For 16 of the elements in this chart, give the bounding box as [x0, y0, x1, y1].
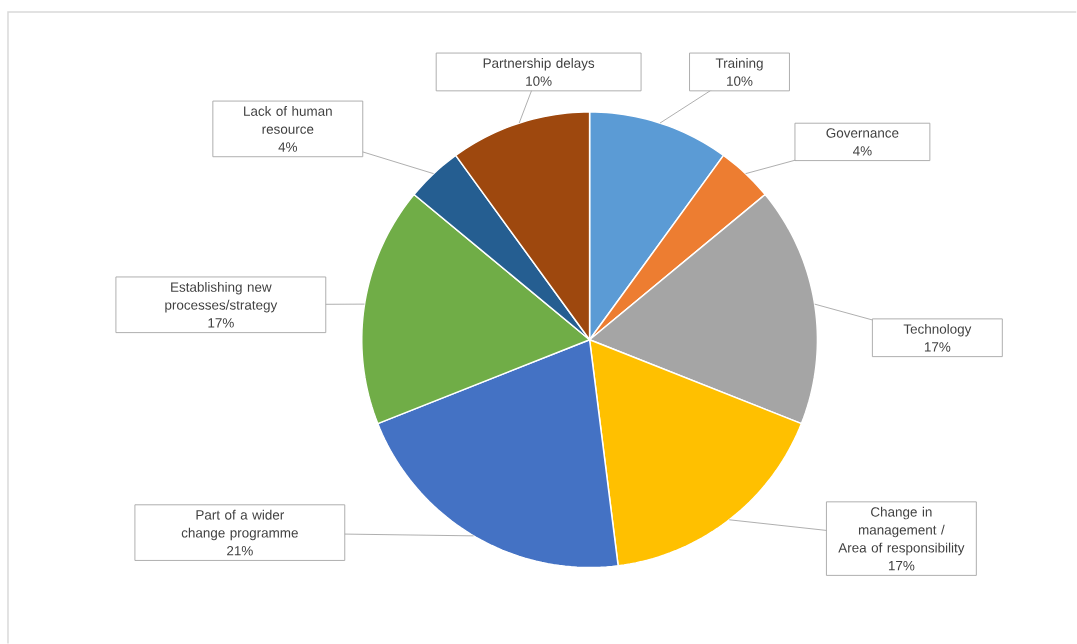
data-label: 10% [727, 76, 753, 86]
data-label: 10% [526, 76, 552, 86]
data-label: 17% [924, 342, 951, 352]
data-label: 4% [278, 142, 298, 152]
data-label: 4% [853, 146, 872, 156]
slice-label: Technology [903, 323, 972, 337]
data-label: 21% [227, 545, 253, 556]
slice-label: Training [715, 57, 763, 71]
data-label: 17% [208, 318, 234, 328]
data-label: 17% [888, 560, 915, 571]
slice-label: Establishing new processes/strategy [165, 281, 278, 313]
slice-label: Change in management / Area of responsibility [838, 506, 965, 556]
slice-label: Governance [826, 128, 899, 138]
slice-label: Part of a wider change programme [181, 509, 298, 541]
slice-label: Lack of human resource [244, 105, 332, 134]
slice-label: Partnership delays [483, 57, 595, 71]
